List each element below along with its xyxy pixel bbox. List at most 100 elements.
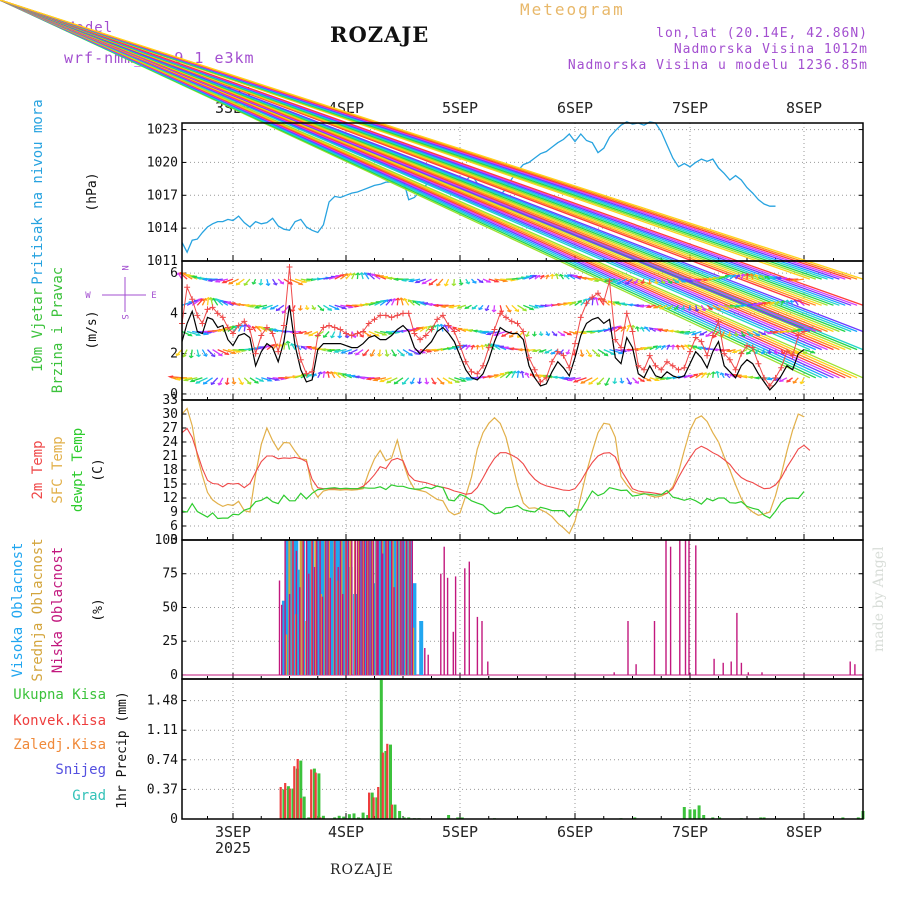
precip-convective-bar <box>368 792 371 819</box>
wind-arrow-head <box>348 305 355 309</box>
wind-arrow-head <box>646 281 652 285</box>
wind-gust-marker <box>434 316 441 323</box>
precip-total-bar <box>407 817 411 819</box>
wind-gust-marker <box>214 310 221 317</box>
wind-arrow-head <box>662 329 669 333</box>
wind-arrow <box>190 349 193 358</box>
wind-arrow-head <box>691 345 698 349</box>
precip-total-bar <box>393 804 397 819</box>
precip-total-bar <box>460 817 464 819</box>
wind-gust-marker <box>309 368 316 375</box>
wind-arrow-head <box>484 343 489 347</box>
wind-arrow-head <box>681 279 687 283</box>
wind-arrow-head <box>538 374 545 378</box>
precip-convective-bar <box>377 787 380 819</box>
wind-arrow <box>448 377 460 383</box>
precip-legend-label: Snijeg <box>55 762 106 778</box>
temp-axis-title-2m: 2m Temp <box>30 440 46 499</box>
wind-arrow <box>493 305 496 312</box>
cloud-mid-bar <box>299 540 302 675</box>
wind-arrow <box>226 377 229 385</box>
wind-arrow-head <box>705 334 710 338</box>
wind-arrow <box>356 273 359 280</box>
wind-gust-marker <box>199 320 206 327</box>
wind-arrow-head <box>225 301 232 305</box>
wind-arrow-head <box>447 305 454 309</box>
wind-gust-marker <box>675 366 682 373</box>
wind-arrow-head <box>770 301 775 305</box>
wind-gust-marker <box>303 370 310 377</box>
wind-gust-marker <box>560 352 567 359</box>
precip-total-bar <box>718 817 722 819</box>
wind-arrow-head <box>424 381 430 385</box>
wind-gust-marker <box>451 328 458 335</box>
wind-arrow <box>176 349 183 356</box>
wind-arrow <box>648 279 651 285</box>
wind-arrow-head <box>422 326 428 329</box>
wind-arrow-head <box>767 351 772 355</box>
wind-gust-marker <box>606 278 613 285</box>
sfc-temp-line <box>181 407 805 535</box>
wind-gust-marker <box>269 330 276 337</box>
wind-arrow-head <box>362 353 367 357</box>
wind-arrow-head <box>384 353 390 357</box>
wind-arrow-head <box>772 330 779 334</box>
wind-arrow-head <box>767 331 773 335</box>
wind-arrow <box>573 349 576 356</box>
wind-arrow-head <box>780 300 785 304</box>
wind-arrow-head <box>242 323 248 327</box>
wind-arrow <box>370 349 376 357</box>
wind-arrow <box>391 298 396 306</box>
wind-arrow-head <box>694 308 700 312</box>
wind-arrow-head <box>747 375 754 379</box>
wind-arrow-head <box>363 272 368 276</box>
wind-arrow-head <box>736 374 742 378</box>
cloud-low-bar <box>427 654 429 675</box>
wind-gust-marker <box>664 358 670 365</box>
wind-arrow <box>238 324 243 332</box>
wind-gust-marker <box>428 326 435 333</box>
wind-arrow <box>403 298 410 306</box>
wind-arrow <box>511 304 519 312</box>
wind-arrow-head <box>544 350 550 354</box>
precip-total-bar <box>389 744 392 819</box>
wind-arrow-head <box>418 301 425 305</box>
wind-arrow-head <box>275 308 281 312</box>
precip-convective-bar <box>279 787 282 819</box>
precip-legend-label: Grad <box>72 788 106 804</box>
wind-arrow-head <box>341 306 348 310</box>
wind-arrow-head <box>464 306 470 310</box>
wind-gust-marker <box>280 322 287 329</box>
wind-gust-marker <box>681 364 688 371</box>
wind-arrow-head <box>670 344 676 348</box>
wind-arrow <box>402 349 413 356</box>
wind-arrow-head <box>452 326 457 330</box>
cloud-low-bar <box>354 540 356 675</box>
wind-arrow-head <box>365 377 372 381</box>
wind-arrow <box>210 297 214 306</box>
wind-arrow-head <box>644 326 649 330</box>
wind-arrow-head <box>369 353 375 357</box>
wind-arrow-head <box>778 379 784 383</box>
wind-gust-marker <box>595 290 601 297</box>
wind-arrow <box>176 377 193 381</box>
wind-gust-marker <box>468 368 475 375</box>
compass-west: W <box>85 291 91 301</box>
cloud-low-bar <box>351 540 353 675</box>
wind-gust-marker <box>241 318 248 325</box>
wind-gust-marker <box>503 314 509 321</box>
cloud-low-bar <box>325 540 327 675</box>
precip-total-bar <box>357 817 360 819</box>
wind-arrow-head <box>724 307 730 311</box>
wind-arrow-head <box>428 282 434 286</box>
cloud-low-bar <box>368 540 370 675</box>
cloud-low-bar <box>361 540 363 675</box>
wind-arrow-head <box>400 278 407 282</box>
wind-arrow-head <box>247 304 254 308</box>
cloud-low-bar <box>476 616 479 675</box>
wind-arrow <box>201 298 207 306</box>
cloud-low-bar <box>370 540 372 675</box>
wind-arrow-head <box>254 380 259 384</box>
wind-arrow-head <box>201 277 208 281</box>
wind-arrow-head <box>627 381 633 385</box>
